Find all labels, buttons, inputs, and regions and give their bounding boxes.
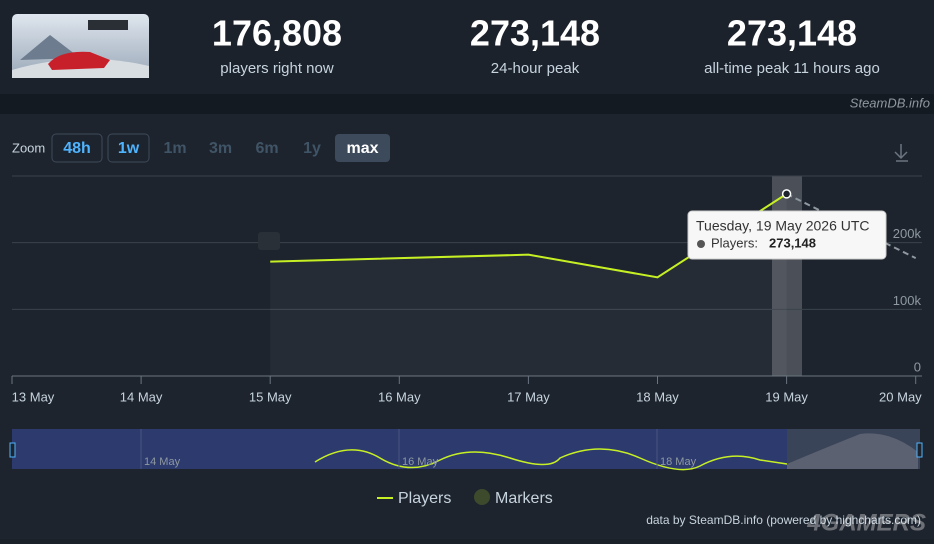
y-tick-label: 200k bbox=[893, 226, 922, 241]
legend-marker bbox=[474, 489, 490, 505]
stat-value: 273,148 bbox=[727, 13, 857, 54]
x-tick-label: 14 May bbox=[120, 389, 163, 404]
navigator-label: 16 May bbox=[402, 456, 439, 468]
header-bg bbox=[0, 0, 934, 94]
stat-value: 273,148 bbox=[470, 13, 600, 54]
zoom-button-label[interactable]: 6m bbox=[255, 140, 278, 157]
navigator-label: 18 May bbox=[660, 456, 697, 468]
footer: data by SteamDB.info (powered by highcha… bbox=[646, 513, 921, 527]
stat-label: 24-hour peak bbox=[491, 60, 580, 77]
download-icon[interactable] bbox=[894, 144, 908, 162]
x-tick-label: 16 May bbox=[378, 389, 421, 404]
legend-label[interactable]: Markers bbox=[495, 490, 553, 507]
zoom-button[interactable] bbox=[335, 134, 390, 162]
navigator-label: 14 May bbox=[144, 456, 181, 468]
x-tick-label: 15 May bbox=[249, 389, 292, 404]
y-tick-label: 100k bbox=[893, 293, 922, 308]
source-label: SteamDB.info bbox=[850, 95, 930, 110]
tooltip-value: 273,148 bbox=[769, 235, 816, 250]
x-tick-label: 19 May bbox=[765, 389, 808, 404]
x-tick-label: 18 May bbox=[636, 389, 679, 404]
y-tick-label: 0 bbox=[914, 359, 921, 374]
zoom-button-label[interactable]: 48h bbox=[63, 140, 91, 157]
stat-label: all-time peak 11 hours ago bbox=[704, 60, 880, 77]
legend: Players Markers bbox=[377, 489, 553, 507]
zoom-button[interactable] bbox=[51, 133, 103, 163]
series-area bbox=[270, 193, 787, 376]
x-tick-label: 20 May bbox=[879, 389, 922, 404]
stat-label: players right now bbox=[220, 60, 334, 77]
tooltip-label: Players: bbox=[711, 235, 758, 250]
x-tick-label: 13 May bbox=[12, 389, 55, 404]
stat-value: 176,808 bbox=[212, 13, 342, 54]
source-band bbox=[0, 94, 934, 114]
zoom-button-label[interactable]: 3m bbox=[209, 140, 232, 157]
zoom-button-label[interactable]: 1m bbox=[163, 140, 186, 157]
navigator-labels: 14 May 16 May 18 May bbox=[140, 429, 697, 469]
tooltip-box bbox=[687, 210, 887, 260]
hover-band bbox=[772, 176, 802, 376]
zoom-label: Zoom bbox=[12, 140, 45, 155]
x-tick-label: 17 May bbox=[507, 389, 550, 404]
zoom-button-label[interactable]: 1y bbox=[303, 140, 321, 157]
zoom-button-label[interactable]: 1w bbox=[118, 140, 140, 157]
plot: 0 100k 200k 13 May 14 May 15 May 16 May 17 May 1… bbox=[11, 175, 922, 404]
watermark: 4GAMERS bbox=[806, 509, 926, 536]
tooltip-title: Tuesday, 19 May 2026 UTC bbox=[696, 218, 870, 234]
zoom-buttons: 48h 1w 1m 3m 6m 1y max bbox=[51, 133, 390, 163]
zoom-button[interactable] bbox=[107, 133, 150, 163]
hover-point bbox=[781, 189, 792, 199]
zoom-button-label[interactable]: max bbox=[346, 140, 378, 157]
legend-label[interactable]: Players bbox=[398, 490, 451, 507]
navigator bbox=[9, 429, 923, 471]
tooltip-dot bbox=[697, 240, 705, 248]
game-image bbox=[12, 14, 149, 78]
marker-badge bbox=[258, 232, 280, 250]
